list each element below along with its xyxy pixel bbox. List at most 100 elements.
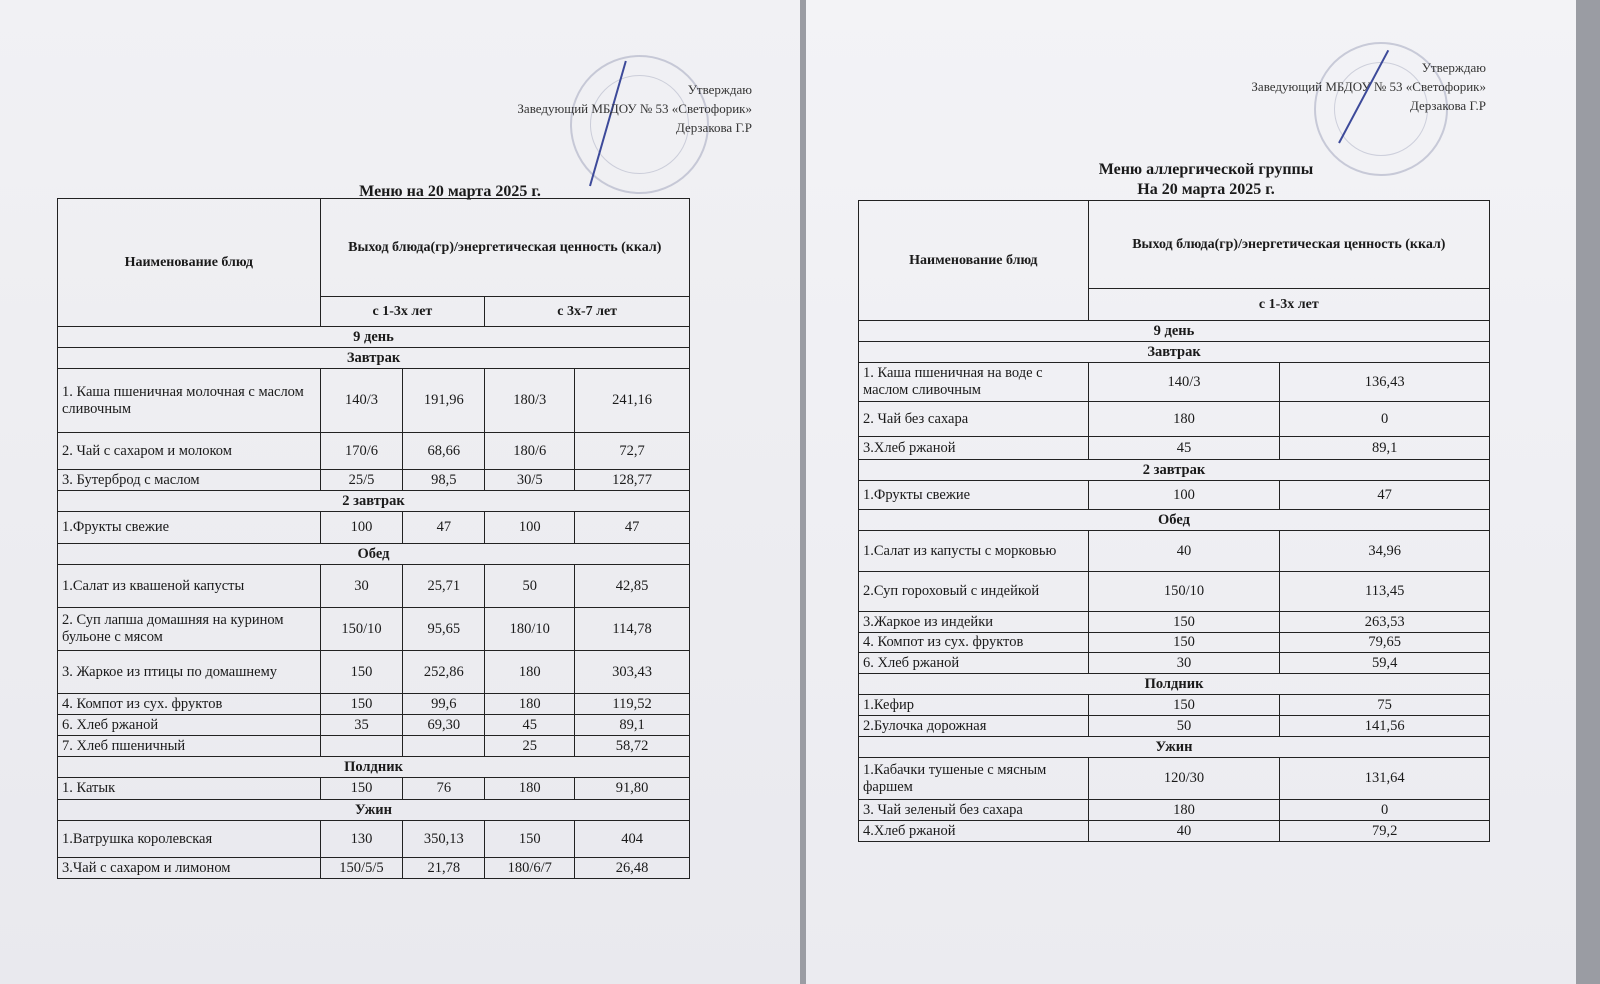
value-cell: 58,72: [574, 735, 690, 757]
value-cell: 263,53: [1279, 611, 1490, 633]
value-cell: 72,7: [574, 432, 690, 470]
approval-block: Утверждаю Заведующий МБДОУ № 53 «Светофо…: [517, 80, 752, 137]
value-cell: 114,78: [574, 607, 690, 651]
dish-name: 1.Кабачки тушеные с мясным фаршем: [858, 757, 1089, 800]
value-cell: 25: [484, 735, 576, 757]
value-cell: 130: [319, 820, 404, 858]
value-cell: 180: [484, 693, 576, 715]
dish-name: 2.Булочка дорожная: [858, 715, 1089, 737]
value-cell: 79,2: [1279, 820, 1490, 842]
value-cell: 40: [1087, 820, 1281, 842]
dish-name: 3.Жаркое из индейки: [858, 611, 1089, 633]
value-cell: 91,80: [574, 777, 690, 800]
table-row: 4. Компот из сух. фруктов 150 99,6 180 119,5…: [57, 693, 690, 715]
value-cell: 170/6: [319, 432, 404, 470]
value-cell: 21,78: [402, 857, 486, 879]
value-cell: 150: [319, 650, 404, 694]
table-row: 1.Ватрушка королевская 130 350,13 150 404: [57, 820, 690, 858]
section-row: Обед: [858, 509, 1490, 531]
value-cell: 180: [1087, 401, 1281, 437]
value-cell: 40: [1087, 530, 1281, 572]
value-cell: 150/10: [1087, 571, 1281, 612]
value-cell: 50: [484, 564, 576, 608]
value-cell: 119,52: [574, 693, 690, 715]
table-row: 2. Суп лапша домашняя на курином бульоне…: [57, 607, 690, 651]
table-row: 2. Чай с сахаром и молоком 170/6 68,66 180/…: [57, 432, 690, 470]
table-row: 6. Хлеб ржаной 30 59,4: [858, 652, 1490, 674]
table-row: 2.Суп гороховый с индейкой 150/10 113,45: [858, 571, 1490, 612]
page-title: Меню на 20 марта 2025 г.: [359, 183, 541, 200]
value-cell: 98,5: [402, 469, 486, 491]
value-cell: 136,43: [1279, 362, 1490, 402]
table-row: 7. Хлеб пшеничный 25 58,72: [57, 735, 690, 757]
value-cell: 140/3: [1087, 362, 1281, 402]
value-cell: 100: [319, 511, 404, 544]
header-age-1-3: с 1-3х лет: [1087, 288, 1491, 321]
table-row: 1.Салат из капусты с морковью 40 34,96: [858, 530, 1490, 572]
table-row: 2.Булочка дорожная 50 141,56: [858, 715, 1490, 737]
dish-name: 4. Компот из сух. фруктов: [858, 632, 1089, 653]
section-row: Завтрак: [57, 347, 690, 369]
header-age-1-3: с 1-3х лет: [319, 296, 486, 327]
dish-name: 2. Суп лапша домашняя на курином бульоне…: [57, 607, 321, 651]
value-cell: 30: [319, 564, 404, 608]
dish-name: 1.Ватрушка королевская: [57, 820, 321, 858]
section-row: Завтрак: [858, 341, 1490, 363]
right-document-page: Утверждаю Заведующий МБДОУ № 53 «Светофо…: [806, 0, 1576, 984]
value-cell: 47: [402, 511, 486, 544]
value-cell: 0: [1279, 401, 1490, 437]
value-cell: 150: [1087, 632, 1281, 653]
dish-name: 1.Кефир: [858, 694, 1089, 716]
header-age-3-7: с 3х-7 лет: [484, 296, 690, 327]
menu-table: Наименование блюд Выход блюда(гр)/энергет…: [57, 198, 690, 879]
table-row: 1.Фрукты свежие 100 47: [858, 480, 1490, 510]
dish-name: 4.Хлеб ржаной: [858, 820, 1089, 842]
header-name: Наименование блюд: [57, 198, 321, 327]
value-cell: 26,48: [574, 857, 690, 879]
value-cell: 120/30: [1087, 757, 1281, 800]
approval-name: Дерзакова Г.Р: [1409, 98, 1486, 113]
value-cell: 34,96: [1279, 530, 1490, 572]
table-row: 1. Каша пшеничная на воде с маслом сливо…: [858, 362, 1490, 402]
dish-name: 2.Суп гороховый с индейкой: [858, 571, 1089, 612]
value-cell: 150: [319, 693, 404, 715]
value-cell: 141,56: [1279, 715, 1490, 737]
table-row: 1.Фрукты свежие 100 47 100 47: [57, 511, 690, 544]
value-cell: 47: [1279, 480, 1490, 510]
table-row: 1.Кабачки тушеные с мясным фаршем 120/30 1…: [858, 757, 1490, 800]
value-cell: 404: [574, 820, 690, 858]
value-cell: 303,43: [574, 650, 690, 694]
value-cell: 180/6: [484, 432, 576, 470]
dish-name: 3. Бутерброд с маслом: [57, 469, 321, 491]
dish-name: 2. Чай с сахаром и молоком: [57, 432, 321, 470]
section-label: Завтрак: [57, 347, 690, 369]
value-cell: 350,13: [402, 820, 486, 858]
table-row: 3.Хлеб ржаной 45 89,1: [858, 436, 1490, 460]
dish-name: 3.Хлеб ржаной: [858, 436, 1089, 460]
value-cell: [402, 735, 486, 757]
value-cell: 128,77: [574, 469, 690, 491]
section-label: 2 завтрак: [858, 459, 1490, 481]
value-cell: 150: [1087, 694, 1281, 716]
value-cell: 25,71: [402, 564, 486, 608]
section-label: Ужин: [57, 799, 690, 821]
value-cell: 150: [1087, 611, 1281, 633]
title-line: Меню аллергической группы: [1098, 161, 1314, 178]
table-row: 1.Кефир 150 75: [858, 694, 1490, 716]
table-row: 4.Хлеб ржаной 40 79,2: [858, 820, 1490, 842]
allergy-menu-table: Наименование блюд Выход блюда(гр)/энергет…: [858, 200, 1491, 842]
value-cell: 76: [402, 777, 486, 800]
value-cell: 180/3: [484, 368, 576, 433]
table-row: 3. Чай зеленый без сахара 180 0: [858, 799, 1490, 821]
approval-block: Утверждаю Заведующий МБДОУ № 53 «Светофо…: [1251, 58, 1486, 115]
approval-position: Заведующий МБДОУ № 53 «Светофорик»: [517, 101, 752, 116]
table-row: 3. Жаркое из птицы по домашнему 150 252,86…: [57, 650, 690, 694]
approval-label: Утверждаю: [687, 82, 752, 97]
table-row: 3.Жаркое из индейки 150 263,53: [858, 611, 1490, 633]
section-label: Полдник: [57, 756, 690, 778]
section-label: 2 завтрак: [57, 490, 690, 512]
dish-name: 4. Компот из сух. фруктов: [57, 693, 321, 715]
value-cell: 180: [484, 777, 576, 800]
value-cell: 150/10: [319, 607, 404, 651]
header-name: Наименование блюд: [858, 200, 1089, 321]
